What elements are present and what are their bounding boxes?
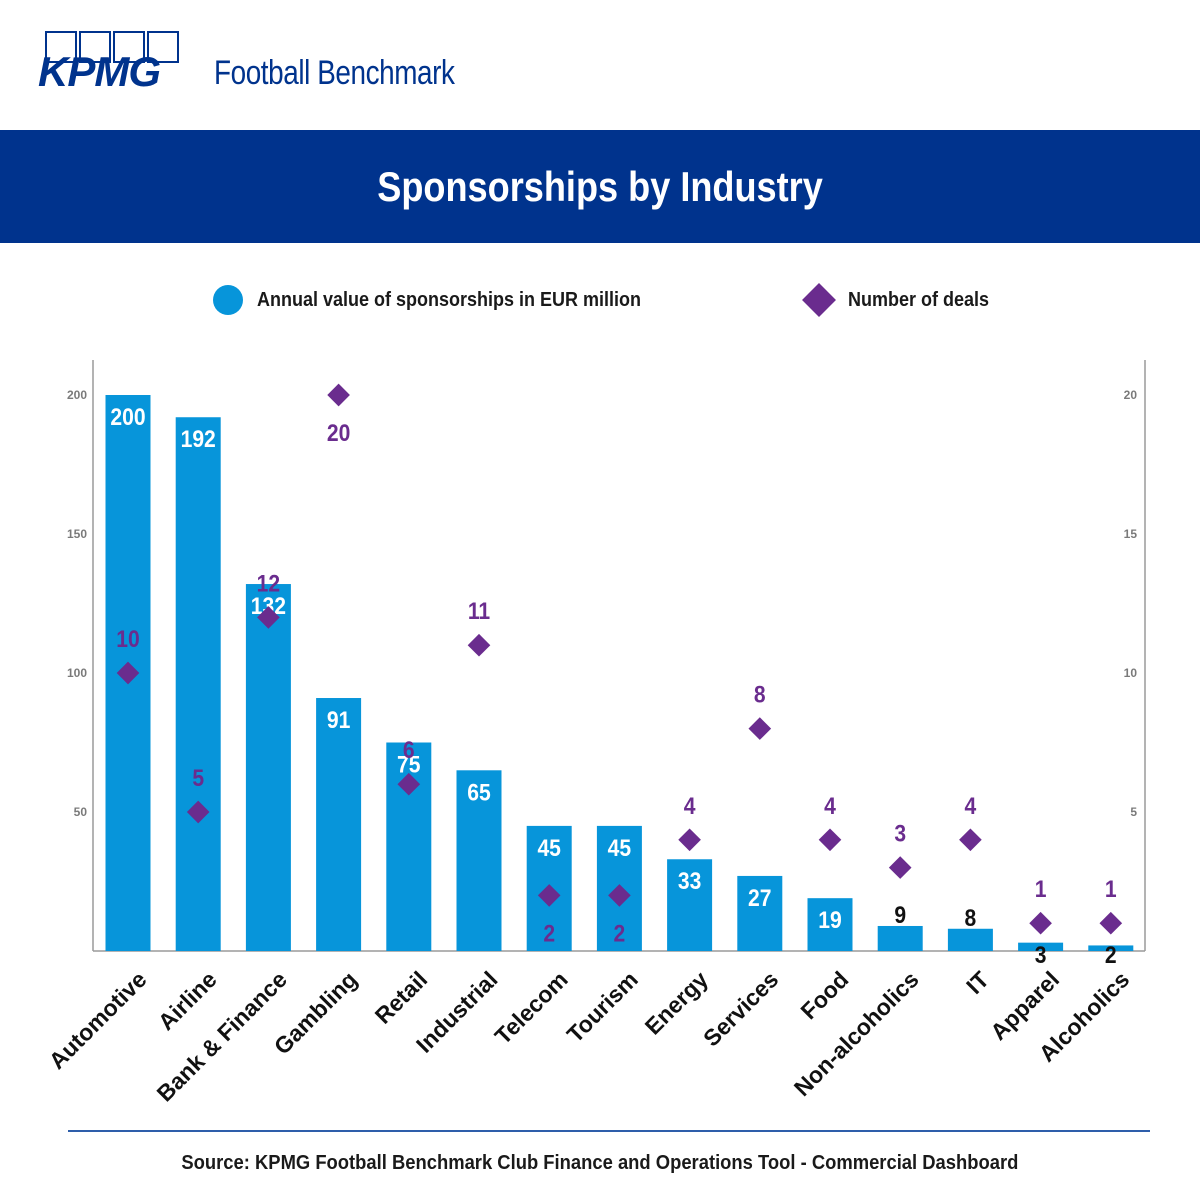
bar-value-label: 33 <box>678 868 701 895</box>
deals-diamond <box>327 383 350 407</box>
bar-value-label: 192 <box>181 426 216 453</box>
legend-item-bars: Annual value of sponsorships in EUR mill… <box>213 285 684 315</box>
deals-diamond <box>257 606 280 629</box>
bar-value-label: 45 <box>537 835 560 862</box>
deals-diamond <box>467 633 491 657</box>
deals-value-label: 11 <box>468 598 490 625</box>
category-tick-label: IT <box>961 966 994 999</box>
chart: 50100150200510152020010Automotive1925Air… <box>44 360 1146 1107</box>
bar <box>877 925 923 951</box>
legend-item-diamonds: Number of deals <box>802 283 1005 317</box>
legend-bars-label: Annual value of sponsorships in EUR mill… <box>257 288 642 311</box>
category-tick-label: Tourism <box>562 966 643 1047</box>
deals-diamond <box>678 828 701 852</box>
bar-value-label: 27 <box>748 885 771 912</box>
bar <box>1018 942 1064 951</box>
deals-diamond <box>888 856 912 879</box>
deals-value-label: 3 <box>894 820 906 847</box>
bar <box>245 584 291 951</box>
deals-diamond <box>748 717 772 740</box>
deals-value-label: 1 <box>1105 876 1117 903</box>
deals-value-label: 2 <box>543 920 555 947</box>
category-tick-label: Airline <box>153 966 222 1035</box>
deals-value-label: 5 <box>192 765 204 792</box>
deals-value-label: 12 <box>257 570 280 597</box>
legend-bar-swatch <box>213 285 243 315</box>
category-tick-label: Telecom <box>490 966 573 1049</box>
deals-value-label: 4 <box>684 793 696 820</box>
deals-diamond <box>397 772 421 796</box>
deals-value-label: 4 <box>965 793 977 820</box>
title-band: Sponsorships by Industry <box>0 130 1200 243</box>
bar-value-label: 200 <box>110 404 145 431</box>
bar-value-label: 91 <box>327 707 350 734</box>
kpmg-logo <box>38 30 188 94</box>
bar <box>175 417 221 951</box>
bar <box>316 698 362 951</box>
right-axis-tick-label: 15 <box>1124 527 1138 541</box>
bar-value-label: 3 <box>1035 942 1047 969</box>
category-tick-label: Retail <box>370 966 433 1029</box>
chart-title: Sponsorships by Industry <box>377 162 823 210</box>
bar-value-label: 8 <box>965 905 977 932</box>
deals-value-label: 8 <box>754 681 766 708</box>
bar <box>456 770 502 951</box>
source-text: Source: KPMG Football Benchmark Club Fin… <box>181 1152 1019 1174</box>
kpmg-logo-text: KPMG <box>38 48 161 95</box>
footer-divider <box>68 1130 1150 1132</box>
brand-subtitle: Football Benchmark <box>214 54 455 92</box>
source-note: Source: KPMG Football Benchmark Club Fin… <box>0 1152 1200 1175</box>
bar <box>667 859 713 951</box>
deals-diamond <box>537 884 561 907</box>
right-axis-tick-label: 5 <box>1130 805 1137 819</box>
category-tick-label: Food <box>795 966 853 1024</box>
legend: Annual value of sponsorships in EUR mill… <box>0 283 1200 325</box>
deals-value-label: 1 <box>1035 876 1047 903</box>
left-axis-tick-label: 200 <box>67 388 87 402</box>
deals-diamond <box>1029 911 1052 935</box>
left-axis-tick-label: 50 <box>74 805 88 819</box>
legend-diamond-swatch <box>802 283 836 317</box>
deals-value-label: 4 <box>824 793 836 820</box>
deals-diamond <box>608 884 631 907</box>
bar <box>737 875 783 951</box>
deals-value-label: 10 <box>116 626 139 653</box>
left-axis-tick-label: 100 <box>67 666 87 680</box>
category-tick-label: Bank & Finance <box>152 966 292 1106</box>
legend-diamonds-label: Number of deals <box>848 288 990 311</box>
category-tick-label: Automotive <box>44 966 152 1074</box>
bar <box>1088 945 1134 951</box>
deals-value-label: 20 <box>327 420 350 447</box>
bar-value-label: 19 <box>818 907 841 934</box>
bar-value-label: 65 <box>467 779 490 806</box>
left-axis-tick-label: 150 <box>67 527 87 541</box>
deals-diamond <box>1099 911 1123 935</box>
bar <box>947 928 993 951</box>
bar <box>807 898 853 951</box>
deals-value-label: 6 <box>403 737 415 764</box>
deals-value-label: 2 <box>614 920 626 947</box>
bar-value-label: 2 <box>1105 942 1117 969</box>
right-axis-tick-label: 20 <box>1124 388 1138 402</box>
category-tick-label: Services <box>698 966 783 1051</box>
deals-diamond <box>818 828 842 852</box>
deals-diamond <box>959 828 982 852</box>
category-tick-label: Non-alcoholics <box>789 966 924 1101</box>
bar-value-label: 45 <box>608 835 631 862</box>
right-axis-tick-label: 10 <box>1124 666 1138 680</box>
bar-value-label: 9 <box>894 902 906 929</box>
header: KPMG Football Benchmark <box>0 0 1200 130</box>
bar-value-label: 75 <box>397 751 420 778</box>
